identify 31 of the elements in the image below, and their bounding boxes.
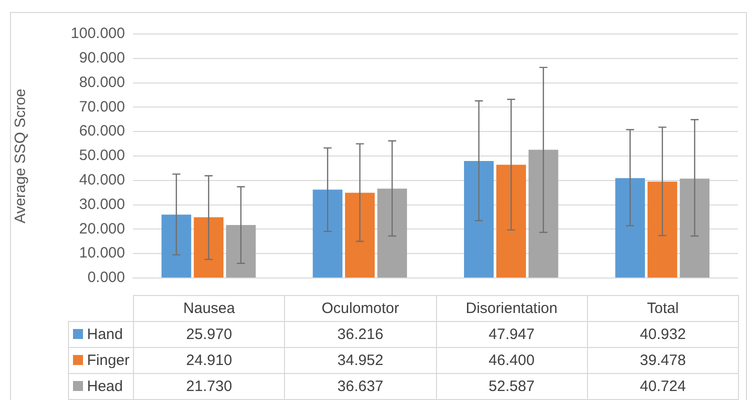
y-tick-label: 40.000 [79, 172, 125, 189]
legend-label: Finger [87, 352, 130, 369]
data-label: 36.637 [284, 374, 436, 400]
y-tick-label: 30.000 [79, 196, 125, 213]
x-tick-label: Oculomotor [284, 296, 436, 322]
data-label: 24.910 [134, 348, 285, 374]
data-label: 40.932 [587, 322, 738, 348]
data-label: 21.730 [134, 374, 285, 400]
x-tick-label: Total [587, 296, 738, 322]
y-tick-label: 70.000 [79, 98, 125, 116]
y-tick-label: 0.000 [87, 269, 125, 286]
data-label: 25.970 [134, 322, 285, 348]
data-label: 52.587 [436, 374, 588, 400]
legend-label: Head [87, 378, 123, 395]
data-label: 34.952 [284, 348, 436, 374]
x-tick-label: Nausea [134, 296, 285, 322]
data-label: 39.478 [587, 348, 738, 374]
y-tick-label: 10.000 [79, 244, 125, 262]
data-label: 46.400 [436, 348, 588, 374]
y-tick-label: 90.000 [79, 50, 125, 67]
y-axis-title: Average SSQ Scroe [12, 88, 30, 224]
y-tick-label: 60.000 [79, 122, 125, 140]
legend-label: Hand [87, 326, 123, 343]
y-tick-label: 20.000 [79, 220, 125, 238]
y-tick-label: 100.000 [70, 25, 125, 42]
data-label: 40.724 [587, 374, 738, 400]
y-tick-label: 80.000 [79, 74, 125, 91]
data-label: 36.216 [284, 322, 436, 348]
data-label: 47.947 [436, 322, 588, 348]
x-tick-label: Disorientation [436, 296, 588, 322]
y-tick-label: 50.000 [79, 147, 125, 164]
